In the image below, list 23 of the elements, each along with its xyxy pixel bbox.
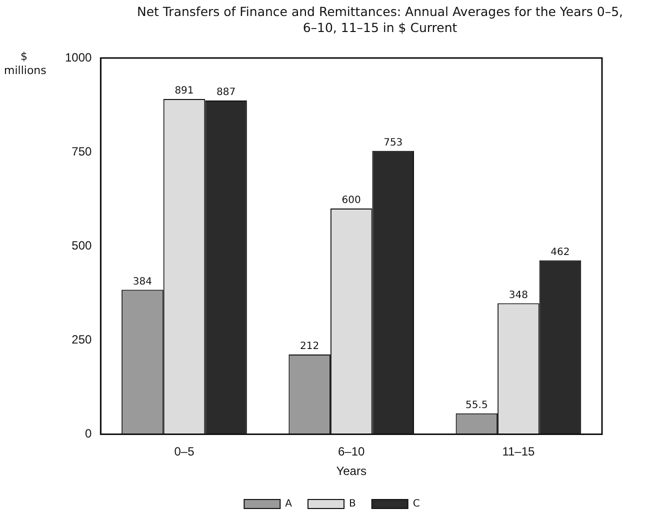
data-label: 891	[174, 86, 194, 97]
legend-label: C	[412, 498, 420, 510]
data-label: 753	[384, 138, 403, 149]
data-label: 348	[508, 290, 528, 301]
legend-label: B	[349, 498, 356, 510]
y-tick-label: 0	[85, 426, 92, 441]
y-tick-label: 500	[72, 238, 92, 252]
x-tick-label: 0–5	[174, 444, 195, 459]
data-label: 600	[342, 195, 361, 206]
data-label: 212	[300, 341, 320, 352]
data-label: 462	[550, 246, 570, 258]
x-axis-title: Years	[336, 464, 366, 478]
data-label: 55.5	[466, 400, 488, 411]
y-tick-label: 750	[72, 144, 92, 158]
chart-title: Net Transfers of Finance and Remittances: Annual Averages for the Years 0–5, 6–10, 11–15 in $ Current	[136, 4, 624, 36]
y-tick-label: 250	[72, 332, 92, 346]
y-tick-label: 1000	[64, 50, 92, 64]
x-tick-label: 11–15	[502, 444, 536, 459]
y-axis-title: $ millions	[4, 50, 46, 78]
data-label: 384	[132, 276, 152, 288]
data-label: 887	[216, 87, 236, 98]
x-tick-label: 6–10	[338, 444, 366, 459]
legend-label: A	[285, 498, 292, 510]
